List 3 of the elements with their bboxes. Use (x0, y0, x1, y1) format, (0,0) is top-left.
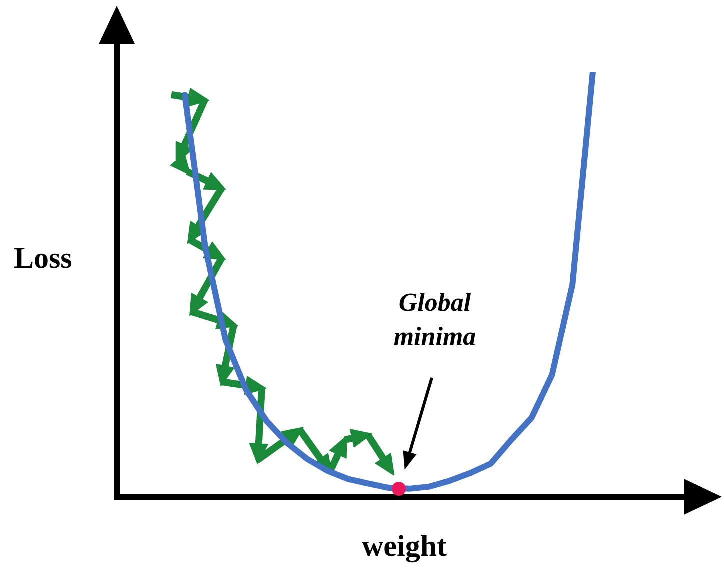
annotation: Global minima (392, 287, 478, 353)
x-axis-title: weight (362, 530, 447, 564)
y-axis-title: Loss (14, 242, 72, 276)
